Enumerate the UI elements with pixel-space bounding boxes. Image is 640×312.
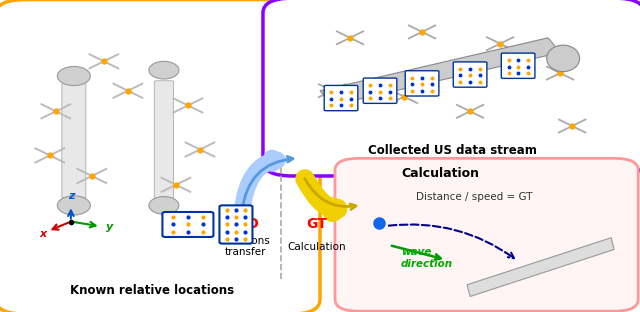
Text: z: z [68, 191, 74, 201]
PathPatch shape [467, 238, 614, 296]
PathPatch shape [320, 38, 560, 105]
Text: Distance / speed = GT: Distance / speed = GT [416, 192, 532, 202]
FancyBboxPatch shape [0, 0, 320, 312]
FancyBboxPatch shape [62, 83, 86, 198]
Text: GT: GT [307, 217, 328, 232]
Text: Collected US data stream: Collected US data stream [367, 144, 536, 158]
Text: Calculation: Calculation [401, 167, 479, 179]
Ellipse shape [58, 196, 90, 215]
FancyBboxPatch shape [263, 0, 640, 176]
FancyBboxPatch shape [163, 212, 214, 237]
Text: wave
direction: wave direction [401, 247, 453, 269]
Text: y: y [106, 222, 113, 232]
FancyBboxPatch shape [364, 78, 397, 103]
FancyBboxPatch shape [501, 53, 535, 78]
FancyBboxPatch shape [154, 81, 173, 201]
Text: x: x [39, 229, 46, 239]
Text: LED: LED [230, 217, 260, 232]
Text: Calculation: Calculation [288, 241, 346, 251]
Ellipse shape [58, 66, 90, 85]
Ellipse shape [149, 197, 179, 214]
Ellipse shape [547, 45, 580, 72]
Ellipse shape [149, 61, 179, 79]
FancyBboxPatch shape [220, 205, 252, 244]
Text: Locations
transfer: Locations transfer [220, 236, 270, 257]
FancyBboxPatch shape [324, 85, 358, 111]
FancyBboxPatch shape [405, 71, 439, 96]
Text: Known relative locations: Known relative locations [70, 284, 234, 297]
FancyBboxPatch shape [335, 158, 638, 311]
FancyBboxPatch shape [453, 62, 487, 87]
